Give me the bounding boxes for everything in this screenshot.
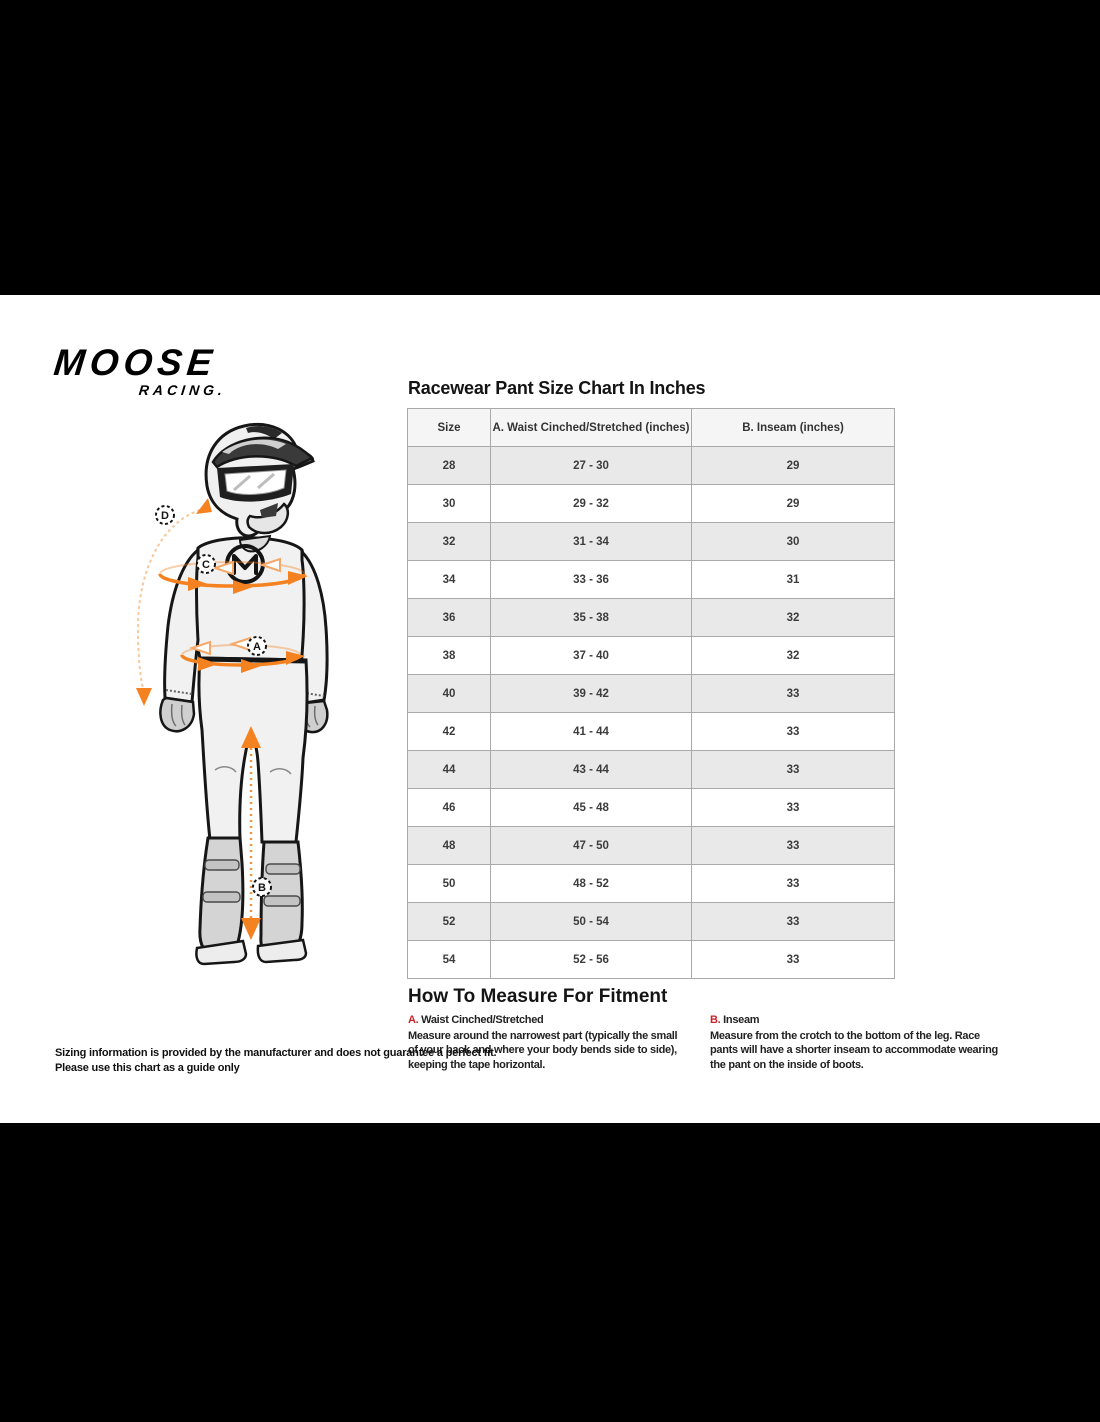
measure-b-inseam-line (241, 726, 261, 940)
svg-text:A: A (253, 641, 261, 653)
label-badge-c: C (196, 554, 216, 574)
table-cell: 33 (691, 864, 895, 903)
table-cell: 32 (407, 522, 491, 561)
table-row: 40 39 - 42 33 (407, 674, 895, 713)
measure-item-description: Measure from the crotch to the bottom of… (710, 1029, 998, 1072)
table-cell: 50 - 54 (490, 902, 692, 941)
table-cell: 48 (407, 826, 491, 865)
table-cell: 47 - 50 (490, 826, 692, 865)
table-cell: 34 (407, 560, 491, 599)
table-row: 36 35 - 38 32 (407, 598, 895, 637)
moose-racing-logo: MOOSE RACING. (52, 342, 227, 398)
size-table-body: 28 27 - 30 29 30 29 - 32 29 32 31 - 34 30 34 33 - … (407, 446, 895, 979)
table-row: 42 41 - 44 33 (407, 712, 895, 751)
table-cell: 29 - 32 (490, 484, 692, 523)
table-cell: 33 (691, 674, 895, 713)
measure-item-inseam: B. Inseam Measure from the crotch to the… (710, 1013, 1010, 1073)
table-row: 34 33 - 36 31 (407, 560, 895, 599)
table-row: 44 43 - 44 33 (407, 750, 895, 789)
measure-letter-a: A. (408, 1014, 419, 1026)
table-cell: 30 (407, 484, 491, 523)
table-row: 48 47 - 50 33 (407, 826, 895, 865)
measure-letter-b: B. (710, 1014, 721, 1026)
table-row: 46 45 - 48 33 (407, 788, 895, 827)
table-cell: 52 (407, 902, 491, 941)
table-row: 32 31 - 34 30 (407, 522, 895, 561)
size-chart-title: Racewear Pant Size Chart In Inches (408, 378, 706, 398)
disclaimer-line-1: Sizing information is provided by the ma… (55, 1047, 497, 1059)
table-cell: 28 (407, 446, 491, 485)
table-cell: 50 (407, 864, 491, 903)
table-row: 50 48 - 52 33 (407, 864, 895, 903)
column-header-inseam: B. Inseam (inches) (691, 408, 895, 447)
measure-item-waist: A. Waist Cinched/Stretched Measure aroun… (408, 1013, 680, 1073)
table-cell: 33 (691, 788, 895, 827)
how-to-measure-title: How To Measure For Fitment (408, 986, 668, 1007)
measure-label-text: Waist Cinched/Stretched (421, 1014, 544, 1026)
size-chart-table: Size A. Waist Cinched/Stretched (inches)… (407, 408, 895, 979)
table-cell: 43 - 44 (490, 750, 692, 789)
rider-helmet (204, 423, 315, 538)
table-cell: 33 (691, 750, 895, 789)
label-badge-a: A (247, 636, 267, 656)
column-header-size: Size (407, 408, 491, 447)
measure-label-text: Inseam (723, 1014, 760, 1026)
svg-text:D: D (161, 510, 169, 522)
table-row: 52 50 - 54 33 (407, 902, 895, 941)
table-cell: 33 (691, 826, 895, 865)
rider-measurement-diagram: D C A B (100, 408, 410, 988)
label-badge-d: D (155, 505, 175, 525)
table-cell: 29 (691, 446, 895, 485)
table-cell: 39 - 42 (490, 674, 692, 713)
table-cell: 44 (407, 750, 491, 789)
table-cell: 33 (691, 902, 895, 941)
top-letterbox-bar (0, 0, 1100, 295)
logo-wordmark: MOOSE (51, 342, 219, 383)
table-cell: 42 (407, 712, 491, 751)
table-cell: 31 (691, 560, 895, 599)
measure-item-description: Measure around the narrowest part (typic… (408, 1029, 678, 1072)
table-cell: 32 (691, 598, 895, 637)
table-row: 54 52 - 56 33 (407, 940, 895, 979)
table-cell: 33 (691, 712, 895, 751)
table-cell: 36 (407, 598, 491, 637)
disclaimer-line-2: Please use this chart as a guide only (55, 1062, 240, 1075)
table-row: 38 37 - 40 32 (407, 636, 895, 675)
table-cell: 32 (691, 636, 895, 675)
disclaimer-text: Sizing information is provided by the ma… (55, 1046, 497, 1077)
table-cell: 46 (407, 788, 491, 827)
table-cell: 30 (691, 522, 895, 561)
table-row: 30 29 - 32 29 (407, 484, 895, 523)
table-cell: 40 (407, 674, 491, 713)
table-cell: 33 (691, 940, 895, 979)
measure-c-chest-ellipse (158, 557, 308, 594)
rider-boots (195, 836, 308, 966)
table-cell: 54 (407, 940, 491, 979)
table-cell: 52 - 56 (490, 940, 692, 979)
table-cell: 33 - 36 (490, 560, 692, 599)
table-cell: 35 - 38 (490, 598, 692, 637)
rider-pants (197, 656, 309, 844)
table-header-row: Size A. Waist Cinched/Stretched (inches)… (407, 408, 895, 447)
table-cell: 29 (691, 484, 895, 523)
table-cell: 45 - 48 (490, 788, 692, 827)
table-cell: 31 - 34 (490, 522, 692, 561)
bottom-letterbox-bar (0, 1123, 1100, 1422)
logo-subtext: RACING. (138, 382, 227, 398)
table-cell: 41 - 44 (490, 712, 692, 751)
measure-item-label: A. Waist Cinched/Stretched (408, 1013, 680, 1028)
label-badge-b: B (252, 877, 272, 897)
table-cell: 38 (407, 636, 491, 675)
svg-text:B: B (258, 882, 266, 894)
svg-text:C: C (202, 559, 210, 571)
table-cell: 37 - 40 (490, 636, 692, 675)
table-cell: 27 - 30 (490, 446, 692, 485)
measure-item-label: B. Inseam (710, 1013, 1010, 1028)
measure-d-arc (136, 498, 212, 706)
column-header-waist: A. Waist Cinched/Stretched (inches) (490, 408, 692, 447)
table-row: 28 27 - 30 29 (407, 446, 895, 485)
table-cell: 48 - 52 (490, 864, 692, 903)
